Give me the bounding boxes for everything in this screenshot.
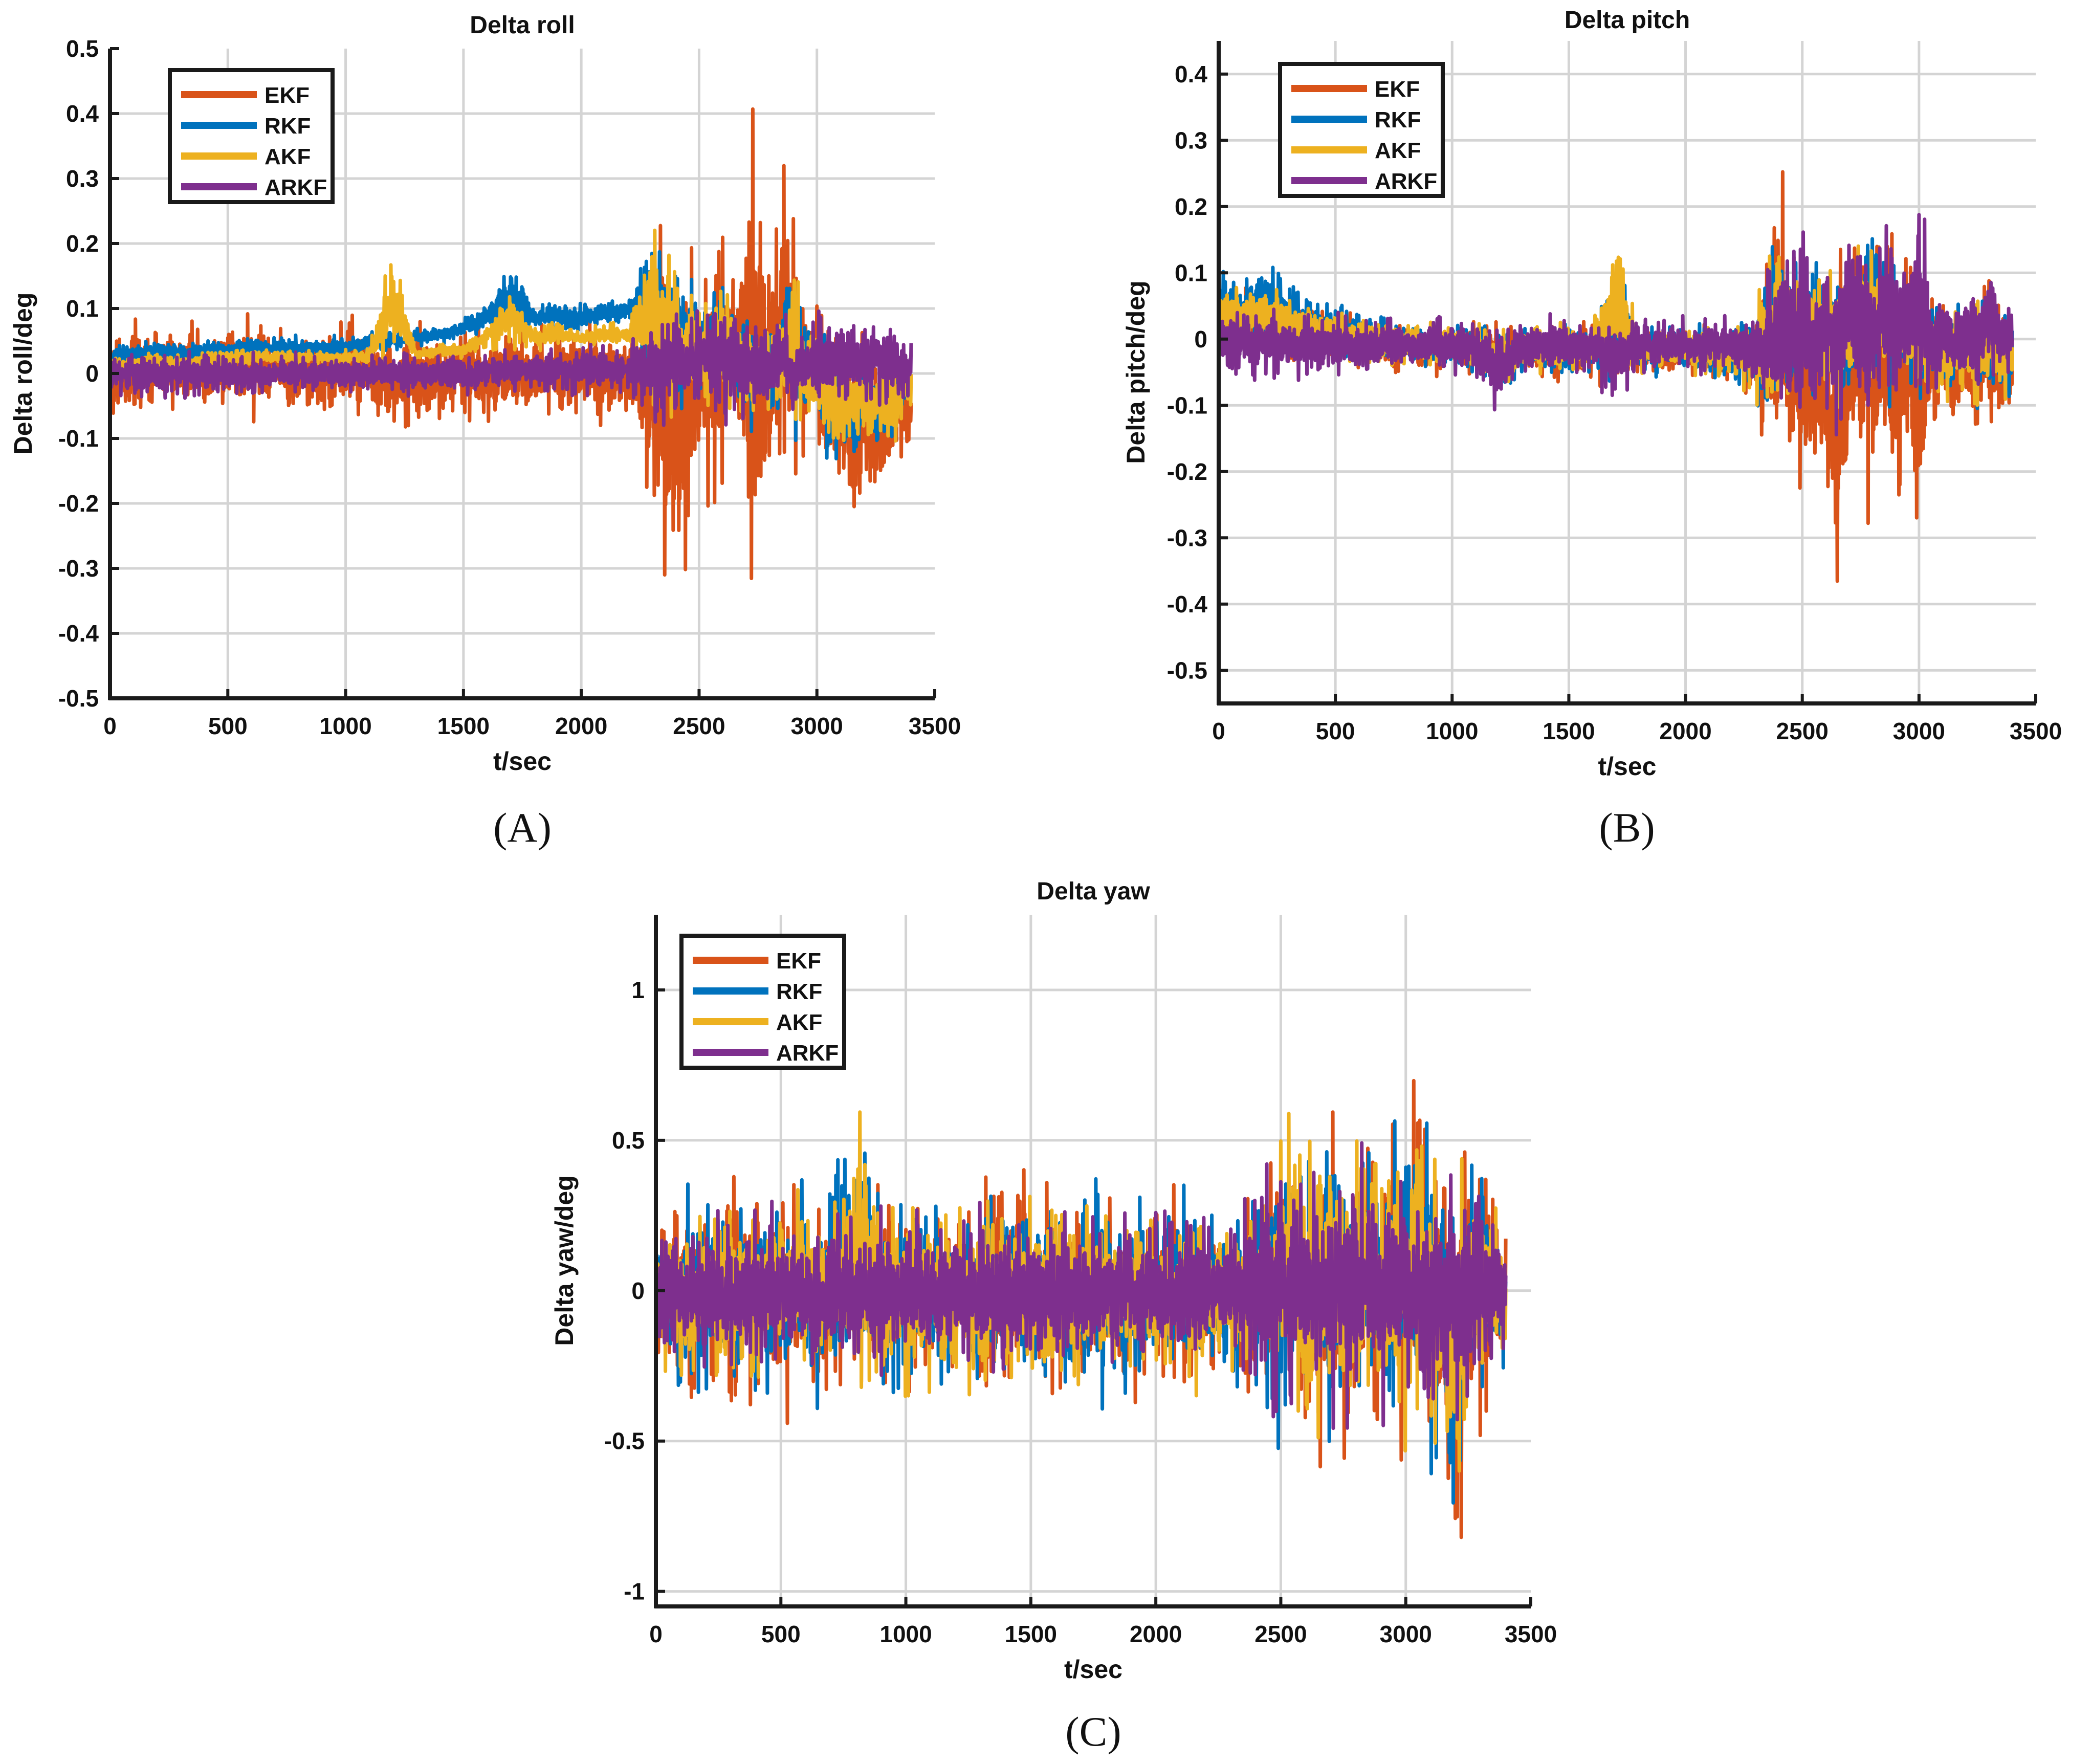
panel-label: (A) — [493, 804, 552, 851]
x-tick-label: 3000 — [1380, 1621, 1432, 1647]
x-tick-label: 500 — [761, 1621, 801, 1647]
y-tick-label: -0.2 — [58, 490, 99, 517]
y-tick-label: 1 — [631, 977, 645, 1003]
plot-area — [110, 107, 913, 580]
x-tick-label: 1500 — [1543, 718, 1595, 744]
x-tick-label: 1000 — [319, 713, 371, 739]
y-tick-label: -0.5 — [604, 1428, 645, 1454]
legend-label-ekf: EKF — [265, 83, 310, 108]
x-tick-label: 3500 — [909, 713, 961, 739]
panel-label: (C) — [1065, 1708, 1121, 1755]
legend-label-rkf: RKF — [1375, 107, 1421, 133]
y-tick-label: -1 — [624, 1578, 645, 1605]
series-arkf-line — [1219, 213, 2014, 437]
legend-label-ekf: EKF — [776, 949, 821, 974]
y-tick-label: 0.2 — [66, 230, 99, 257]
x-tick-label: 3500 — [1505, 1621, 1557, 1647]
x-tick-label: 500 — [208, 713, 248, 739]
x-tick-label: 1500 — [437, 713, 490, 739]
series-arkf-line — [656, 1141, 1508, 1430]
x-tick-label: 3500 — [2010, 718, 2062, 744]
legend: EKF RKF AKF ARKF — [168, 68, 335, 204]
y-tick-label: 0.3 — [1175, 127, 1207, 153]
y-tick-label: 0 — [631, 1277, 645, 1304]
x-tick-label: 2000 — [555, 713, 607, 739]
legend-label-akf: AKF — [776, 1010, 822, 1035]
y-tick-label: 0.3 — [66, 165, 99, 192]
x-tick-label: 0 — [649, 1621, 663, 1647]
y-tick-label: -0.3 — [1167, 524, 1207, 551]
y-tick-label: -0.5 — [58, 685, 99, 712]
y-axis-label: Delta yaw/deg — [550, 1175, 579, 1346]
x-tick-label: 2000 — [1130, 1621, 1182, 1647]
panel-label: (B) — [1599, 804, 1655, 851]
chart-title: Delta yaw — [1037, 878, 1150, 905]
x-tick-label: 2500 — [673, 713, 725, 739]
legend-label-arkf: ARKF — [776, 1041, 839, 1066]
y-tick-label: -0.1 — [58, 425, 99, 452]
legend-label-rkf: RKF — [776, 979, 822, 1004]
x-axis-label: t/sec — [493, 747, 552, 776]
legend-label-akf: AKF — [1375, 138, 1421, 163]
y-tick-label: 0.2 — [1175, 193, 1207, 220]
y-axis-label: Delta roll/deg — [9, 293, 37, 455]
legend-label-ekf: EKF — [1375, 77, 1420, 102]
legend-label-rkf: RKF — [265, 114, 311, 139]
y-tick-label: -0.5 — [1167, 657, 1207, 683]
x-tick-label: 2500 — [1776, 718, 1829, 744]
y-tick-label: 0.4 — [1175, 61, 1207, 87]
y-tick-label: 0.4 — [66, 100, 99, 127]
legend-label-arkf: ARKF — [1375, 169, 1437, 194]
x-tick-label: 0 — [1212, 718, 1225, 744]
y-tick-label: 0 — [1194, 326, 1207, 352]
legend-label-akf: AKF — [265, 144, 311, 169]
chart-title: Delta roll — [470, 12, 575, 39]
x-axis-label: t/sec — [1598, 752, 1657, 781]
series-arkf-line — [110, 309, 913, 427]
legend-label-arkf: ARKF — [265, 175, 327, 200]
legend: EKF RKF AKF ARKF — [1278, 62, 1445, 198]
x-tick-label: 1000 — [879, 1621, 932, 1647]
chart-delta-roll: 0 500 1000 1500 2000 2500 3000 3500 -0.5 -0.4 -0.3… — [9, 12, 961, 851]
x-tick-label: 3000 — [791, 713, 843, 739]
y-tick-label: 0 — [85, 360, 99, 387]
plot-area — [1219, 170, 2014, 583]
plot-area — [656, 1078, 1508, 1539]
y-tick-label: 0.5 — [66, 35, 99, 62]
y-tick-label: -0.4 — [58, 620, 99, 647]
y-tick-label: -0.3 — [58, 555, 99, 582]
x-tick-label: 0 — [103, 713, 117, 739]
x-tick-label: 1000 — [1426, 718, 1478, 744]
y-axis-label: Delta pitch/deg — [1121, 280, 1150, 464]
y-tick-label: 0.5 — [612, 1127, 645, 1154]
x-axis-label: t/sec — [1064, 1655, 1122, 1684]
chart-delta-yaw: 0 500 1000 1500 2000 2500 3000 3500 -1 -0.5 0 0.5 1 D… — [550, 878, 1557, 1755]
legend: EKF RKF AKF ARKF — [679, 934, 846, 1070]
y-tick-label: 0.1 — [1175, 259, 1207, 286]
x-tick-label: 1500 — [1005, 1621, 1057, 1647]
x-tick-label: 2500 — [1254, 1621, 1307, 1647]
y-tick-label: 0.1 — [66, 295, 99, 322]
x-tick-label: 500 — [1316, 718, 1355, 744]
chart-title: Delta pitch — [1565, 7, 1690, 34]
y-tick-label: -0.1 — [1167, 392, 1207, 418]
x-tick-label: 2000 — [1659, 718, 1711, 744]
y-tick-label: -0.2 — [1167, 458, 1207, 485]
chart-delta-pitch: 0 500 1000 1500 2000 2500 3000 3500 -0.5 -0.4 -0.3… — [1121, 7, 2062, 851]
x-tick-label: 3000 — [1893, 718, 1945, 744]
y-tick-label: -0.4 — [1167, 591, 1208, 618]
